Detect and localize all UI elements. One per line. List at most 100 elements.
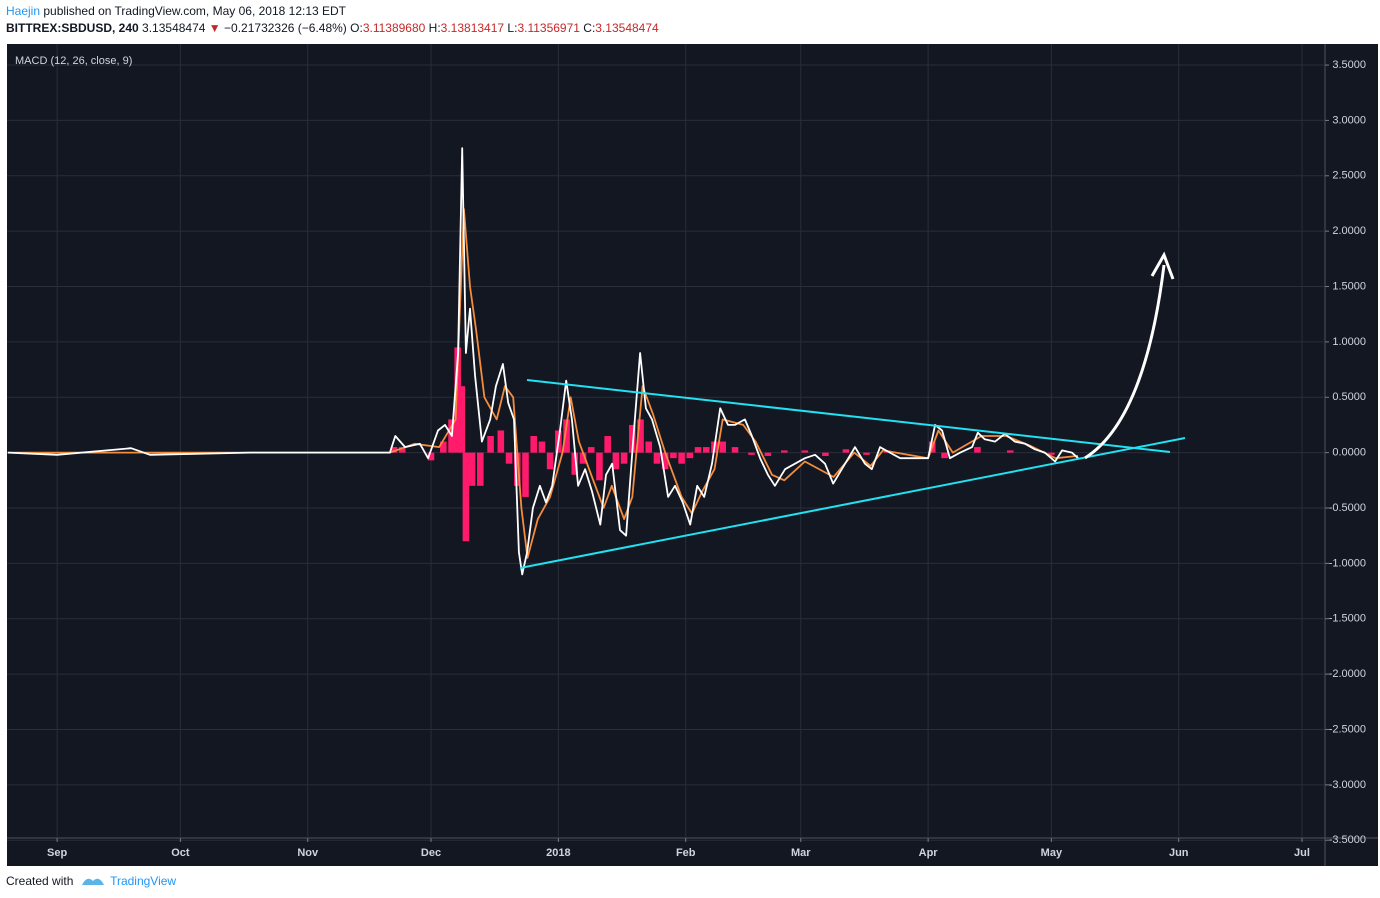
x-tick-label: Oct bbox=[171, 847, 190, 859]
publish-line: Haejin published on TradingView.com, May… bbox=[6, 4, 346, 18]
histogram-bar bbox=[427, 452, 435, 461]
ohlc-1-label: H: bbox=[428, 21, 441, 35]
y-tick-label: -3.0000 bbox=[1329, 779, 1366, 791]
arrow bbox=[1084, 264, 1166, 460]
histogram-bar bbox=[390, 447, 398, 453]
histogram-bar bbox=[748, 452, 755, 455]
y-tick-label: -1.0000 bbox=[1329, 557, 1366, 569]
y-tick-label: 0.5000 bbox=[1332, 391, 1366, 403]
y-tick-label: -3.5000 bbox=[1329, 834, 1366, 846]
ohlc-3-label: C: bbox=[583, 21, 596, 35]
symbol: BITTREX:SBDUSD, 240 bbox=[6, 21, 139, 35]
histogram-bar bbox=[620, 452, 628, 464]
histogram-bar bbox=[454, 347, 461, 453]
histogram-bar bbox=[653, 452, 661, 464]
histogram-bar bbox=[678, 452, 685, 464]
histogram-bar bbox=[497, 430, 505, 453]
histogram-bar bbox=[563, 419, 570, 453]
histogram-bar bbox=[670, 452, 677, 459]
histogram-bar bbox=[505, 452, 513, 464]
y-tick-label: 2.5000 bbox=[1332, 170, 1366, 182]
histogram-bar bbox=[612, 452, 620, 470]
histogram-bar bbox=[571, 452, 579, 475]
y-tick-label: -2.0000 bbox=[1329, 668, 1366, 680]
x-tick-label: Jun bbox=[1169, 847, 1189, 859]
histogram-bar bbox=[645, 441, 653, 453]
histogram-bar bbox=[587, 447, 595, 453]
y-tick-label: 1.0000 bbox=[1332, 336, 1366, 348]
x-tick-label: Mar bbox=[791, 847, 811, 859]
x-tick-label: Nov bbox=[297, 847, 319, 859]
histogram-bar bbox=[781, 450, 788, 453]
histogram-bar bbox=[863, 452, 870, 455]
ohlc-0: 3.11389680 bbox=[362, 21, 426, 35]
histogram-bar bbox=[719, 441, 726, 453]
indicator-title: MACD (12, 26, close, 9) bbox=[15, 55, 132, 67]
ohlc-2-label: L: bbox=[507, 21, 518, 35]
histogram-bar bbox=[661, 452, 669, 470]
histogram-bar bbox=[637, 419, 644, 453]
x-tick-label: 2018 bbox=[546, 847, 570, 859]
y-tick-label: 3.5000 bbox=[1332, 59, 1366, 71]
histogram-bar bbox=[941, 452, 948, 459]
symbol-line: BITTREX:SBDUSD, 240 3.13548474 ▼ −0.2173… bbox=[6, 21, 659, 35]
trendline-upper bbox=[526, 379, 1171, 453]
x-tick-label: Apr bbox=[919, 847, 939, 859]
histogram-bar bbox=[579, 452, 587, 464]
histogram-bar bbox=[530, 436, 537, 453]
histogram-bar bbox=[487, 436, 494, 453]
histogram-bar bbox=[731, 447, 739, 453]
created-with: Created with bbox=[6, 874, 74, 888]
x-tick-label: Jul bbox=[1294, 847, 1310, 859]
histogram-bar bbox=[694, 447, 702, 453]
ohlc-3: 3.13548474 bbox=[595, 21, 659, 35]
ohlc-2: 3.11356971 bbox=[517, 21, 580, 35]
x-tick-label: Feb bbox=[676, 847, 696, 859]
y-tick-label: -1.5000 bbox=[1329, 613, 1366, 625]
y-tick-label: 1.5000 bbox=[1332, 280, 1366, 292]
histogram-bar bbox=[1007, 450, 1014, 453]
price: 3.13548474 bbox=[142, 21, 206, 35]
arrow-head bbox=[1150, 251, 1175, 280]
histogram-bar bbox=[596, 452, 603, 481]
histogram-bar bbox=[513, 452, 521, 486]
published: published on TradingView.com, May 06, 20… bbox=[43, 4, 347, 18]
histogram-bar bbox=[822, 452, 829, 456]
histogram-bar bbox=[398, 447, 406, 453]
y-tick-label: 2.0000 bbox=[1332, 225, 1366, 237]
macd-line bbox=[7, 208, 1079, 559]
y-tick-label: 0.0000 bbox=[1332, 447, 1366, 459]
macd-line bbox=[7, 147, 1079, 576]
y-tick-label: 3.0000 bbox=[1332, 114, 1366, 126]
brand[interactable]: TradingView bbox=[110, 874, 177, 888]
histogram-bar bbox=[458, 386, 466, 453]
histogram-bar bbox=[477, 452, 484, 486]
histogram-bar bbox=[974, 447, 981, 453]
down-icon: ▼ bbox=[208, 21, 221, 35]
chart: MACD (12, 26, close, 9) 3.5000 3.0000 2.50… bbox=[7, 44, 1378, 866]
histogram-bar bbox=[764, 452, 772, 456]
histogram-bar bbox=[538, 441, 546, 453]
histogram-bar bbox=[801, 450, 809, 453]
histogram-bar bbox=[686, 452, 694, 459]
logo bbox=[81, 878, 104, 885]
footer: Created with TradingView bbox=[6, 873, 176, 888]
x-tick-label: May bbox=[1041, 847, 1063, 859]
histogram-bar bbox=[702, 447, 710, 453]
histogram-bar bbox=[462, 452, 470, 542]
author[interactable]: Haejin bbox=[6, 4, 41, 18]
histogram-bar bbox=[468, 452, 476, 486]
histogram-bar bbox=[546, 452, 554, 470]
ohlc-0-label: O: bbox=[350, 21, 363, 35]
ohlc-1: 3.13813417 bbox=[440, 21, 505, 35]
x-tick-label: Dec bbox=[421, 847, 441, 859]
histogram-bar bbox=[629, 424, 636, 453]
y-tick-label: -2.5000 bbox=[1329, 723, 1366, 735]
change: −0.21732326 (−6.48%) bbox=[224, 21, 347, 35]
x-tick-label: Sep bbox=[47, 847, 67, 859]
trendline-lower bbox=[519, 437, 1186, 569]
y-tick-label: -0.5000 bbox=[1329, 502, 1366, 514]
histogram-bar bbox=[842, 449, 850, 453]
histogram-bar bbox=[522, 452, 529, 497]
